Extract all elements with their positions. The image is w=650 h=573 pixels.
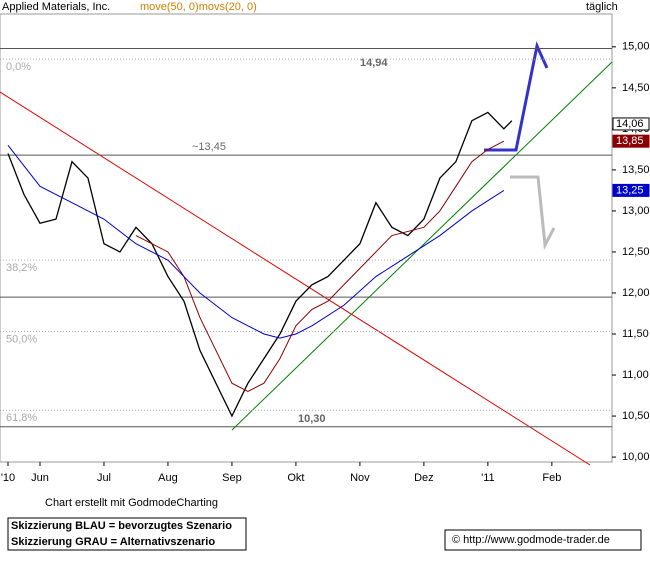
annotation: 10,30 bbox=[298, 413, 326, 425]
x-tick-label: Jul bbox=[97, 472, 111, 484]
y-tick-label: 10,50 bbox=[622, 410, 650, 422]
x-tick-label: Sep bbox=[222, 472, 242, 484]
trend-line bbox=[0, 91, 591, 466]
y-tick-label: 10,00 bbox=[622, 451, 650, 463]
trend-line bbox=[231, 61, 613, 431]
series-line bbox=[7, 111, 513, 418]
x-tick-label: '10 bbox=[1, 472, 15, 484]
annotation: 14,94 bbox=[360, 57, 388, 69]
scenario-gray bbox=[510, 175, 556, 251]
x-tick-label: '11 bbox=[481, 472, 495, 484]
x-tick-label: Jun bbox=[31, 472, 49, 484]
fib-label: 50,0% bbox=[6, 333, 37, 345]
fib-label: 61,8% bbox=[6, 412, 37, 424]
footer: Chart erstellt mit GodmodeCharting bbox=[45, 497, 218, 509]
y-tick-label: 13,50 bbox=[622, 164, 650, 176]
y-tick-label: 12,00 bbox=[622, 287, 650, 299]
y-tick-label: 11,00 bbox=[622, 369, 649, 381]
price-tag-label: 14,06 bbox=[616, 118, 644, 130]
series-line bbox=[135, 140, 505, 392]
price-tag bbox=[612, 134, 650, 148]
price-tag-label: 13,25 bbox=[616, 184, 644, 196]
plot-area bbox=[0, 13, 613, 463]
copyright: © http://www.godmode-trader.de bbox=[452, 534, 610, 546]
indicator: move(50, 0) bbox=[140, 1, 199, 13]
indicator: movs(20, 0) bbox=[199, 1, 257, 13]
x-tick-label: Okt bbox=[287, 472, 304, 484]
annotation: ~13,45 bbox=[192, 141, 226, 153]
y-tick-label: 12,50 bbox=[622, 246, 650, 258]
scenario-blue bbox=[484, 41, 549, 152]
y-tick-label: 13,00 bbox=[622, 205, 650, 217]
x-tick-label: Feb bbox=[542, 472, 561, 484]
copyright-box bbox=[444, 529, 642, 551]
x-tick-label: Nov bbox=[350, 472, 370, 484]
note: Skizzierung GRAU = Alternativszenario bbox=[11, 536, 215, 548]
fib-label: 38,2% bbox=[6, 262, 37, 274]
note: Skizzierung BLAU = bevorzugtes Szenario bbox=[11, 520, 232, 532]
y-tick-label: 15,00 bbox=[622, 41, 650, 53]
fib-label: 0,0% bbox=[6, 61, 31, 73]
note-box bbox=[7, 517, 247, 551]
price-tag bbox=[612, 117, 650, 131]
series-line bbox=[7, 144, 505, 339]
y-tick-label: 14,50 bbox=[622, 82, 650, 94]
price-tag-label: 13,85 bbox=[616, 135, 644, 147]
price-tag bbox=[612, 183, 650, 197]
x-tick-label: Dez bbox=[414, 472, 434, 484]
y-tick-label: 11,50 bbox=[622, 328, 649, 340]
x-tick-label: Aug bbox=[158, 472, 178, 484]
period: täglich bbox=[586, 1, 618, 13]
title: Applied Materials, Inc. bbox=[2, 1, 110, 13]
